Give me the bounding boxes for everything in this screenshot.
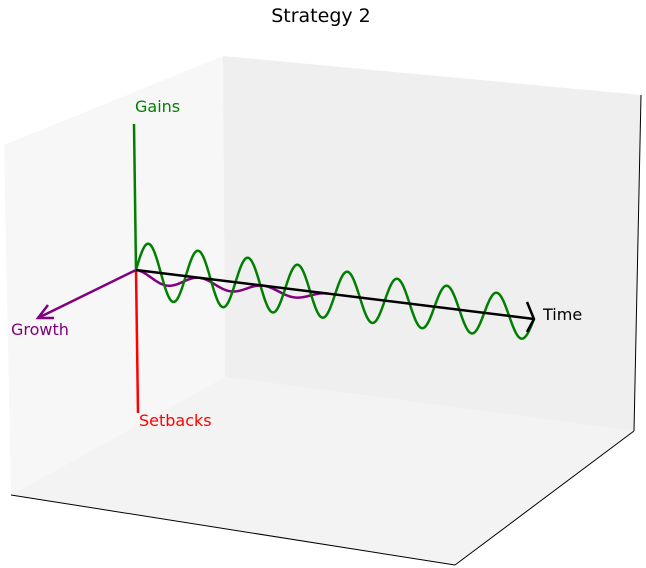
left-pane [4, 56, 225, 495]
time-axis-arrowhead [525, 301, 536, 333]
time-axis-label: Time [542, 305, 582, 324]
gains-axis-line [132, 123, 138, 271]
growth-axis-line [37, 268, 137, 320]
growth-axis-label: Growth [11, 320, 69, 339]
pane-edge-back-right [633, 94, 642, 432]
setbacks-axis-line [134, 269, 140, 414]
gains-axis-label: Gains [135, 97, 180, 116]
pane-edge-floor-front [10, 494, 456, 566]
setbacks-axis-label: Setbacks [139, 411, 212, 430]
back-pane [223, 56, 641, 431]
floor-pane [11, 377, 634, 565]
time-axis-line [135, 268, 535, 321]
growth-axis-arrowhead [35, 304, 54, 320]
chart-title: Strategy 2 [271, 5, 371, 27]
pane-edge-floor-right [454, 430, 635, 566]
plot-layer: Gains Time Growth Setbacks [11, 97, 582, 430]
